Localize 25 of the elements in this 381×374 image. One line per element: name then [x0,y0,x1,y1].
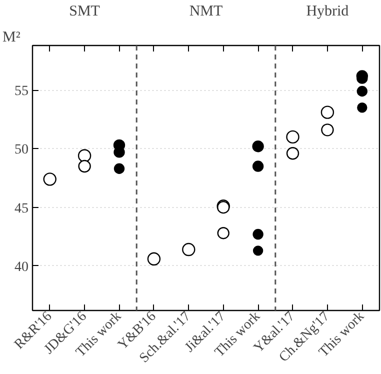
point [357,102,368,113]
point [286,147,300,160]
y-tick-label: 40 [14,260,28,275]
point [43,172,56,186]
point [252,160,264,172]
point [78,160,91,173]
point [252,228,264,240]
text: NMT [189,4,223,20]
y-tick-label: 45 [14,201,28,216]
point [182,242,196,256]
point [78,149,92,162]
y-axis-title: M² [2,30,21,46]
point [286,130,300,144]
point [356,86,368,97]
point [217,227,230,240]
point [321,124,334,136]
text: SMT [69,4,100,20]
point [320,106,334,119]
point [147,252,161,266]
point [252,246,264,256]
point [252,140,264,152]
text: Hybrid [306,4,350,20]
y-tick-label: 55 [14,84,28,100]
point [114,163,125,174]
y-tick-label: 50 [14,142,28,158]
